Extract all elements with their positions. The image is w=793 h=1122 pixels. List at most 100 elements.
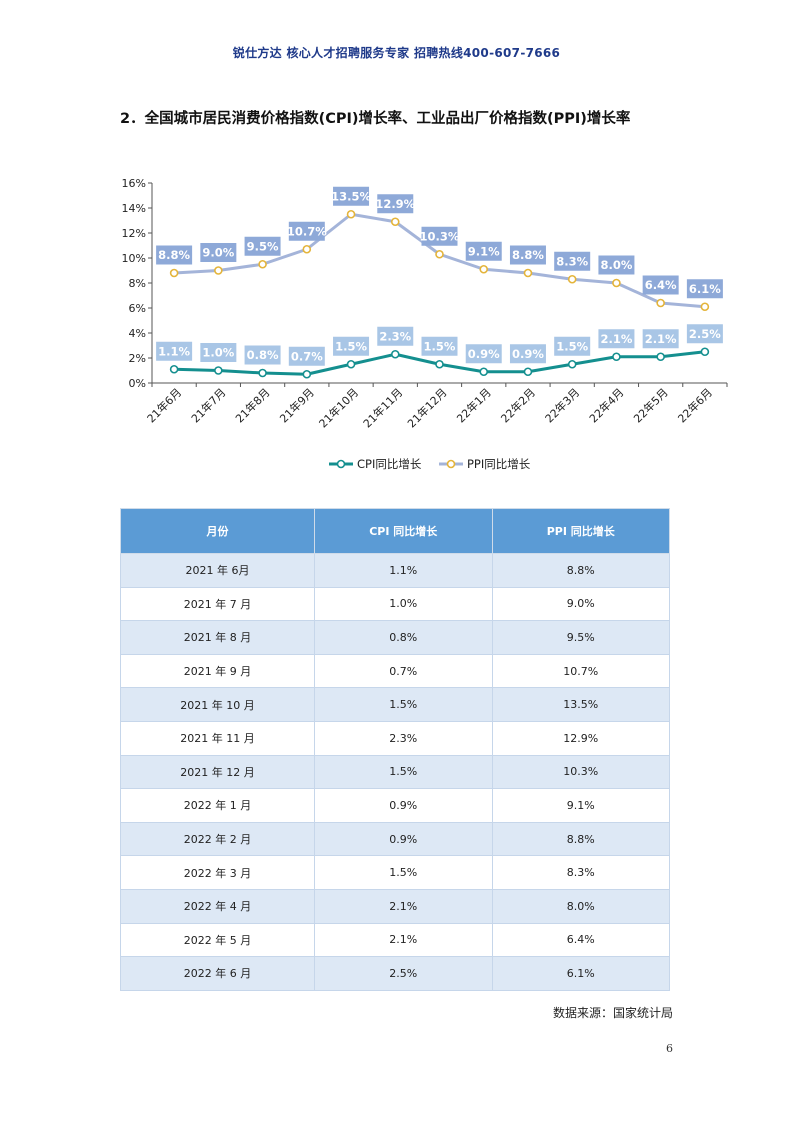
data-label-ppi: 8.3% (554, 251, 591, 271)
table-row: 2021 年 6月 1.1% 8.8% (119, 553, 671, 588)
legend-item-ppi: PPI同比增长 (439, 457, 531, 471)
data-label-box (421, 336, 458, 356)
data-label-text: 9.5% (247, 239, 279, 253)
cell-month: 2021 年 12 月 (119, 754, 316, 790)
data-label-ppi: 9.0% (200, 243, 237, 262)
data-label-ppi: 8.8% (509, 245, 546, 265)
data-label-text: 0.9% (468, 347, 500, 361)
cell-ppi: 6.1% (491, 956, 671, 991)
data-source-note: 数据来源：国家统计局 (552, 1006, 673, 1020)
cell-month: 2021 年 7 月 (119, 586, 316, 622)
series-point-ppi (302, 244, 312, 254)
cell-ppi: 12.9% (491, 720, 671, 756)
data-label-cpi: 1.5% (554, 336, 591, 356)
data-label-box (465, 344, 502, 364)
cell-cpi: 0.8% (314, 620, 493, 655)
cell-cpi: 0.7% (314, 653, 493, 689)
table-row: 2022 年 5 月 2.1% 6.4% (119, 922, 671, 958)
cell-month: 2022 年 2 月 (119, 821, 316, 857)
table-row: 2022 年 6 月 2.5% 6.1% (119, 956, 671, 991)
table-row: 2022 年 1 月 0.9% 9.1% (119, 788, 671, 823)
series-point-cpi (346, 359, 356, 369)
data-label-text: 1.5% (556, 339, 588, 353)
x-tick-label: 21年7月 (188, 385, 228, 425)
cell-cpi: 0.9% (314, 788, 493, 823)
table-row: 2022 年 4 月 2.1% 8.0% (119, 888, 671, 924)
cell-month: 2022 年 6 月 (119, 956, 316, 991)
data-label-box (598, 255, 635, 275)
series-point-cpi (656, 352, 665, 362)
page-header: 锐仕方达 核心人才招聘服务专家 招聘热线400-607-7666 (232, 46, 561, 60)
page-number: 6 (666, 1042, 673, 1055)
data-label-box (156, 341, 193, 361)
section-title: 2．全国城市居民消费价格指数(CPI)增长率、工业品出厂价格指数(PPI)增长率 (120, 111, 631, 127)
data-label-text: 10.7% (287, 224, 327, 238)
data-label-text: 12.9% (375, 197, 415, 211)
table-row: 2021 年 7 月 1.0% 9.0% (119, 586, 671, 622)
data-label-text: 9.1% (468, 244, 500, 258)
y-tick-label: 14% (122, 202, 146, 215)
cell-cpi: 1.5% (314, 687, 493, 722)
data-label-ppi: 6.1% (686, 279, 723, 299)
y-tick-label: 2% (129, 352, 146, 365)
data-label-box (333, 336, 370, 356)
data-label-box (333, 186, 370, 206)
data-label-box (642, 329, 679, 349)
data-label-text: 0.7% (291, 349, 323, 363)
series-point-ppi (656, 298, 665, 308)
series-point-ppi (479, 264, 489, 274)
series-point-cpi (523, 367, 533, 377)
data-label-box (598, 329, 635, 349)
data-label-text: 8.0% (600, 258, 632, 272)
data-label-box (554, 251, 591, 271)
data-label-box (642, 275, 679, 295)
cell-month: 2022 年 4 月 (119, 888, 316, 924)
table-row: 2021 年 12 月 1.5% 10.3% (119, 754, 671, 790)
y-tick-label: 12% (122, 227, 146, 240)
cell-ppi: 9.0% (491, 586, 671, 622)
cell-month: 2021 年 8 月 (119, 620, 316, 655)
cell-ppi: 10.7% (491, 653, 671, 689)
x-tick-label: 21年11月 (360, 385, 405, 430)
header-month: 月份 (119, 508, 316, 554)
cell-cpi: 2.1% (314, 922, 493, 958)
series-point-ppi (169, 268, 179, 278)
data-label-box (244, 345, 281, 365)
data-label-cpi: 1.5% (421, 336, 458, 356)
cell-month: 2021 年 6月 (119, 553, 316, 588)
header-cpi: CPI 同比增长 (314, 508, 493, 554)
series-point-ppi (700, 302, 710, 312)
header-ppi: PPI 同比增长 (491, 508, 671, 554)
series-point-cpi (479, 367, 489, 377)
data-label-box (686, 324, 723, 344)
cell-month: 2022 年 5 月 (119, 922, 316, 958)
series-point-ppi (214, 266, 223, 275)
data-label-box (509, 344, 546, 364)
data-label-ppi: 9.1% (465, 241, 502, 261)
cell-month: 2021 年 11 月 (119, 720, 316, 756)
data-label-text: 0.9% (512, 347, 544, 361)
table-row: 2021 年 11 月 2.3% 12.9% (119, 720, 671, 756)
data-label-box (377, 326, 414, 346)
legend-marker (446, 459, 456, 469)
data-label-text: 8.8% (158, 248, 190, 262)
legend-label: PPI同比增长 (467, 457, 531, 471)
x-tick-label: 22年5月 (630, 385, 670, 425)
cell-ppi: 8.8% (491, 553, 671, 588)
data-label-text: 0.8% (247, 348, 279, 362)
cpi-ppi-table: 月份 CPI 同比增长 PPI 同比增长 2021 年 6月 1.1% 8.8%… (119, 508, 671, 991)
cell-cpi: 1.5% (314, 754, 493, 790)
x-tick-label: 22年1月 (454, 385, 494, 425)
x-tick-label: 21年12月 (404, 385, 449, 430)
data-label-text: 10.3% (420, 229, 460, 243)
data-label-ppi: 10.7% (287, 221, 327, 241)
series-point-cpi (214, 366, 223, 375)
y-tick-label: 4% (129, 327, 146, 340)
data-label-ppi: 13.5% (331, 186, 371, 206)
data-label-text: 2.1% (645, 332, 677, 346)
cell-cpi: 1.5% (314, 855, 493, 890)
cell-cpi: 1.0% (314, 586, 493, 622)
series-point-cpi (169, 364, 179, 374)
y-tick-label: 0% (129, 377, 146, 390)
x-tick-label: 21年8月 (232, 385, 272, 425)
